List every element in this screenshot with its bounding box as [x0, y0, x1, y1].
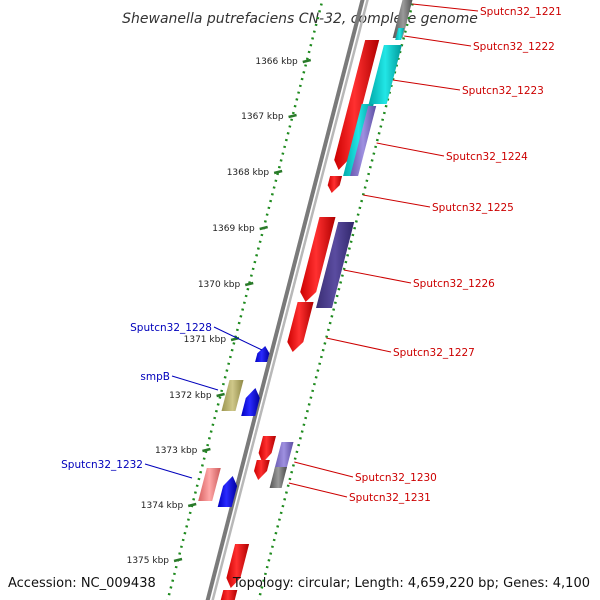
dotted-ring-outer — [257, 0, 415, 600]
leader-line — [288, 482, 348, 498]
gene-label-reverse[interactable]: Sputcn32_1232 — [61, 459, 143, 471]
cds-1225 — [327, 176, 343, 193]
tick-mark — [273, 169, 283, 175]
map-title: Shewanella putrefaciens CN-32, complete … — [122, 11, 478, 27]
cog-block-1232 — [198, 468, 221, 501]
gene-label-forward[interactable]: Sputcn32_1226 — [413, 278, 495, 290]
cog-block-1226 — [316, 222, 355, 308]
tick-mark — [173, 557, 183, 563]
tick-label: 1368 kbp — [227, 168, 270, 178]
cds-1223 — [334, 40, 380, 170]
tick-label: 1366 kbp — [255, 57, 298, 67]
tick-label: 1372 kbp — [169, 391, 212, 401]
cds-1234 — [220, 590, 238, 600]
topology-text: Topology: circular; Length: 4,659,220 bp… — [232, 576, 590, 591]
cds-smpB — [241, 388, 260, 416]
gene-label-forward[interactable]: Sputcn32_1221 — [480, 6, 562, 18]
tick-label: 1375 kbp — [127, 556, 170, 566]
cds-1230 — [254, 460, 270, 480]
tick-mark — [259, 225, 268, 231]
leader-line — [326, 337, 392, 353]
cds-1229 — [258, 436, 276, 463]
leader-line — [213, 326, 263, 351]
tick-label: 1374 kbp — [141, 501, 184, 511]
tick-mark — [216, 392, 225, 398]
gene-features — [198, 0, 413, 600]
cog-block-1231 — [269, 467, 287, 488]
cds-1233 — [226, 544, 250, 588]
tick-mark — [288, 113, 297, 119]
cds-1228 — [255, 346, 270, 362]
cog-block-1230 — [274, 442, 294, 470]
tick-label: 1369 kbp — [212, 224, 255, 234]
leader-line — [363, 194, 431, 208]
gene-label-forward[interactable]: Sputcn32_1227 — [393, 347, 475, 359]
gene-label-reverse[interactable]: Sputcn32_1228 — [130, 322, 212, 334]
dotted-ring-inner — [166, 0, 324, 600]
leader-line — [376, 142, 445, 157]
tick-mark — [202, 447, 211, 453]
cds-1232 — [217, 476, 238, 507]
tick-mark — [187, 502, 197, 508]
gene-label-forward[interactable]: Sputcn32_1222 — [473, 41, 555, 53]
backbone — [205, 0, 369, 600]
gene-label-reverse[interactable]: smpB — [140, 371, 170, 383]
gene-label-forward[interactable]: Sputcn32_1230 — [355, 472, 437, 484]
leader-line — [343, 269, 412, 284]
cog-block-1223 — [368, 45, 402, 104]
cog-block-1222 — [395, 28, 405, 40]
leader-line — [294, 461, 354, 478]
cds-1226 — [300, 217, 336, 302]
tick-label: 1371 kbp — [184, 335, 227, 345]
gene-label-forward[interactable]: Sputcn32_1231 — [349, 492, 431, 504]
tick-mark — [244, 281, 254, 287]
cds-1227 — [287, 302, 314, 352]
leader-line — [171, 375, 219, 391]
leader-line — [404, 35, 472, 47]
cog-block-1221 — [392, 0, 413, 38]
tick-mark — [302, 58, 312, 64]
tick-label: 1373 kbp — [155, 446, 198, 456]
gene-label-forward[interactable]: Sputcn32_1223 — [462, 85, 544, 97]
accession-text: Accession: NC_009438 — [8, 576, 156, 591]
backbone-line-outer — [205, 0, 365, 600]
leader-line — [144, 463, 193, 479]
leader-line — [392, 79, 461, 91]
gene-label-forward[interactable]: Sputcn32_1225 — [432, 202, 514, 214]
gene-labels: Sputcn32_1221 Sputcn32_1222 Sputcn32_1223 S… — [61, 3, 562, 504]
kbp-ticks: 1366 kbp 1367 kbp 1368 kbp 1369 kbp 1370 kbp… — [127, 57, 312, 566]
tick-label: 1370 kbp — [198, 280, 241, 290]
cog-block-smpB — [221, 380, 244, 411]
gene-label-forward[interactable]: Sputcn32_1224 — [446, 151, 528, 163]
cog-block-1224b — [350, 106, 377, 176]
backbone-line-inner — [211, 0, 369, 600]
leader-line — [412, 3, 479, 12]
tick-label: 1367 kbp — [241, 112, 284, 122]
